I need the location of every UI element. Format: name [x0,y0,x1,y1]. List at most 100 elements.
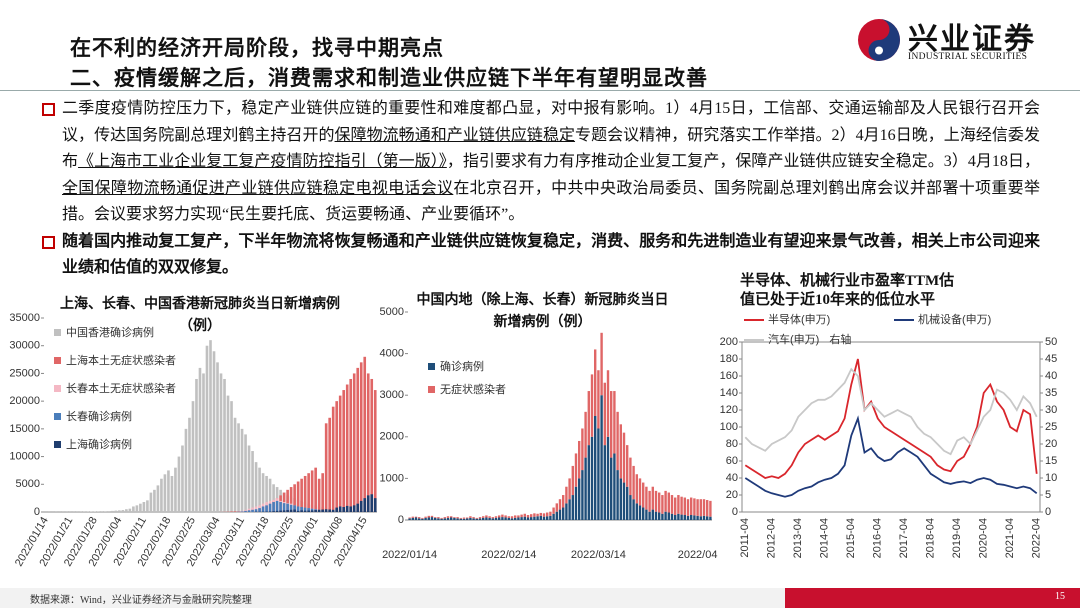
bar [153,489,156,512]
y2-tick-label: 25 [1045,421,1057,433]
bar [562,507,565,520]
bar [198,367,202,512]
bar [597,370,600,429]
y-tick-label: 5000 [380,306,404,318]
bar [237,511,240,512]
bar [488,517,491,520]
y-tick-label: 20 [726,489,738,501]
bar [482,517,485,520]
bar [279,510,282,512]
bar [539,515,542,520]
bar [421,517,424,519]
bar [520,514,523,518]
bar [562,495,565,508]
bullet-text: 全国保障物流畅通促进产业链供应链稳定电视电话会议 [62,179,454,197]
bar [261,473,265,512]
bar [230,511,233,512]
bar [590,374,594,437]
bar [648,511,651,520]
x-tick-label: 2014-04 [819,518,831,558]
bar [317,509,321,512]
bar [268,503,272,512]
bar [272,484,275,512]
bar [530,514,533,518]
bar [626,486,629,520]
bar [373,498,377,512]
bar [702,499,706,516]
bar [300,510,303,512]
bar [437,517,440,519]
x-tick-label: 2020-04 [978,518,990,558]
bullet: 二季度疫情防控压力下，稳定产业链供应链的重要性和难度都凸显，对中报有影响。1）4… [40,96,1040,229]
bar [478,518,482,520]
y2-tick-label: 45 [1045,353,1057,365]
bar [494,517,498,520]
bar [427,517,430,520]
legend-label: 机械设备(申万) [918,312,991,326]
bar [661,495,664,514]
y-tick-label: 200 [720,336,738,348]
bar [240,511,244,512]
bar [314,510,317,512]
bar [408,518,411,520]
bar [418,518,421,520]
bar [177,456,181,512]
bar [370,494,374,512]
bar [174,467,177,512]
bar [587,445,590,520]
bar [430,515,434,518]
bar [706,500,709,517]
bar [610,457,613,520]
bar [482,516,485,518]
bar [699,499,702,517]
bar [310,470,314,512]
bar [121,510,125,512]
bar [233,511,237,512]
bar [635,503,638,520]
bar [654,511,658,520]
x-tick-label: 2018-04 [925,518,937,558]
bar [517,515,520,518]
bar [286,510,289,512]
bar [626,445,629,487]
bar [328,417,331,512]
bar [307,473,310,512]
bar [642,507,645,520]
bar [135,505,139,512]
legend-label: 长春确诊病例 [66,409,132,423]
bar [188,417,191,512]
bar [501,514,504,518]
bar [258,467,261,512]
y-tick-label: 160 [720,370,738,382]
bar [514,515,517,518]
bar [696,515,699,520]
bar [507,517,510,520]
bullets: 二季度疫情防控压力下，稳定产业链供应链的重要性和难度都凸显，对中报有影响。1）4… [40,96,1040,282]
bar [616,411,619,471]
bar [485,515,488,518]
bar [651,509,654,520]
logo-mark [858,19,900,61]
bar [606,436,610,520]
bar [693,498,696,516]
y-tick-label: 140 [720,387,738,399]
title: 在不利的经济开局阶段，找寻中期亮点 [70,36,444,60]
bar [258,508,261,512]
legend-label: 上海确诊病例 [66,437,132,451]
bar [314,467,317,512]
bar [488,516,491,518]
bar [324,423,328,512]
footer-band [0,588,785,608]
bar [648,490,651,512]
bar [507,516,510,518]
bar [443,518,446,520]
bar [331,509,335,512]
x-tick-label: 2013-04 [792,518,804,558]
bar [373,390,377,512]
bar [202,373,205,512]
bar [443,517,446,519]
bar [542,516,546,520]
bar [446,516,450,518]
y2-tick-label: 5 [1045,489,1051,501]
bar [658,512,661,520]
